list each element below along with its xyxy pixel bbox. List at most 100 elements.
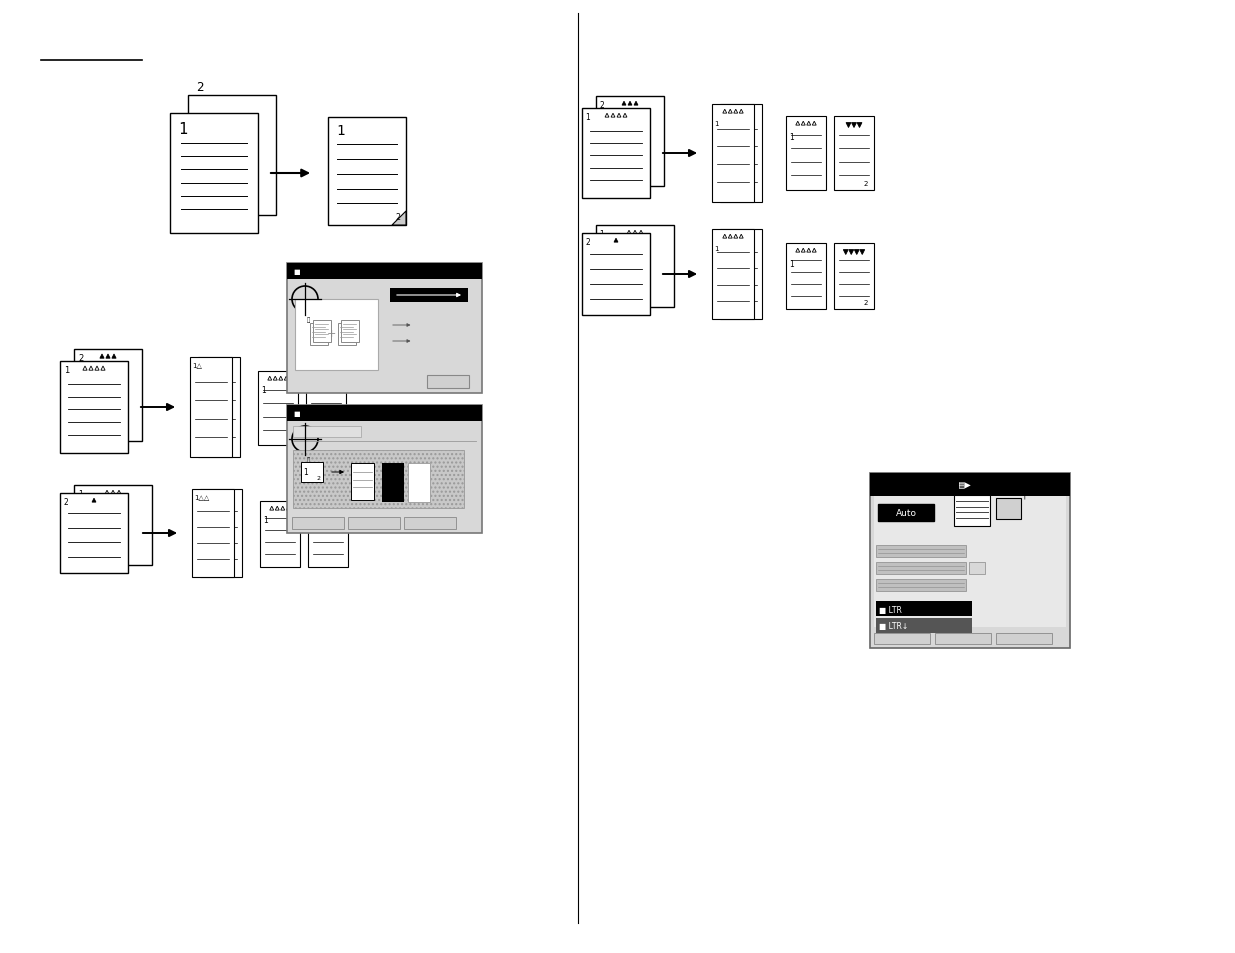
Polygon shape (614, 239, 618, 243)
Polygon shape (330, 376, 333, 380)
Bar (582, 109, 650, 199)
Text: ■: ■ (293, 269, 300, 274)
Text: 2: 2 (309, 386, 314, 395)
Bar (348, 517, 400, 530)
Bar (287, 264, 482, 394)
Bar (785, 244, 826, 310)
Bar (720, 105, 762, 203)
Polygon shape (734, 235, 737, 239)
Bar (341, 320, 359, 343)
Bar (287, 406, 482, 421)
Text: ■ LTR↓: ■ LTR↓ (879, 622, 908, 631)
Polygon shape (852, 124, 856, 129)
Polygon shape (391, 212, 406, 226)
Bar (287, 406, 482, 534)
Bar (408, 463, 430, 502)
Bar (74, 350, 142, 441)
Bar (427, 375, 469, 389)
Polygon shape (93, 498, 96, 502)
Text: 2: 2 (722, 121, 726, 127)
Text: 1: 1 (263, 516, 268, 524)
Bar (869, 474, 1070, 497)
Bar (874, 497, 1066, 627)
Polygon shape (844, 251, 848, 255)
Text: 🔒: 🔒 (306, 456, 310, 462)
Bar (876, 601, 972, 617)
Text: 2: 2 (585, 237, 590, 247)
Text: 2: 2 (316, 476, 320, 480)
Bar (258, 372, 298, 446)
Text: ▤▶: ▤▶ (960, 480, 971, 490)
Polygon shape (634, 102, 638, 106)
Bar (74, 485, 152, 565)
Text: 2: 2 (599, 101, 604, 110)
Bar (404, 517, 456, 530)
Polygon shape (100, 355, 104, 359)
Text: 2: 2 (395, 213, 400, 222)
Bar (876, 545, 966, 558)
Bar (200, 490, 242, 578)
Polygon shape (848, 251, 853, 255)
Bar (876, 562, 966, 575)
Bar (935, 634, 990, 644)
Bar (301, 462, 324, 482)
Bar (293, 427, 361, 437)
Text: 2: 2 (722, 246, 726, 252)
Text: Auto: Auto (895, 509, 916, 518)
Text: 1: 1 (599, 230, 604, 239)
Text: 🔒: 🔒 (306, 316, 310, 322)
Polygon shape (324, 507, 327, 511)
Bar (308, 501, 348, 567)
Text: 2: 2 (63, 497, 68, 506)
Bar (713, 105, 755, 203)
Bar (876, 579, 966, 592)
Text: 1△△: 1△△ (194, 494, 209, 499)
Text: 2: 2 (196, 81, 204, 94)
Bar (329, 118, 406, 226)
Text: 1: 1 (714, 121, 719, 127)
Text: 1: 1 (789, 260, 794, 269)
Text: 2: 2 (78, 354, 83, 363)
Bar (869, 474, 1070, 648)
Bar (582, 233, 650, 315)
Polygon shape (324, 376, 329, 380)
Polygon shape (860, 251, 864, 255)
Text: 1△: 1△ (191, 361, 201, 368)
Bar (310, 324, 329, 346)
Text: 2: 2 (863, 299, 868, 306)
Bar (874, 634, 930, 644)
Text: 1: 1 (789, 132, 794, 142)
Bar (190, 357, 232, 457)
Bar (713, 230, 755, 319)
Bar (834, 117, 874, 191)
Text: 1: 1 (585, 112, 590, 122)
Bar (295, 299, 378, 371)
Text: 2: 2 (863, 181, 868, 187)
Bar (382, 463, 404, 502)
Text: 2: 2 (200, 361, 204, 368)
Bar (995, 634, 1052, 644)
Bar (287, 264, 482, 280)
Bar (390, 289, 468, 303)
Text: ■ LTR: ■ LTR (879, 605, 902, 614)
Polygon shape (329, 507, 332, 511)
Text: 1: 1 (714, 246, 719, 252)
Bar (876, 618, 972, 634)
Bar (597, 226, 674, 308)
Bar (306, 372, 346, 446)
Bar (191, 490, 233, 578)
Text: †: † (1023, 493, 1026, 498)
Text: 1: 1 (64, 366, 69, 375)
Text: ■: ■ (293, 411, 300, 416)
Bar (953, 496, 990, 526)
Polygon shape (857, 124, 862, 129)
Polygon shape (846, 124, 851, 129)
Polygon shape (734, 111, 737, 114)
Bar (351, 463, 374, 500)
Polygon shape (629, 102, 632, 106)
Bar (338, 324, 356, 346)
Polygon shape (745, 235, 748, 239)
Bar (261, 501, 300, 567)
Bar (969, 562, 986, 575)
Bar (312, 320, 331, 343)
